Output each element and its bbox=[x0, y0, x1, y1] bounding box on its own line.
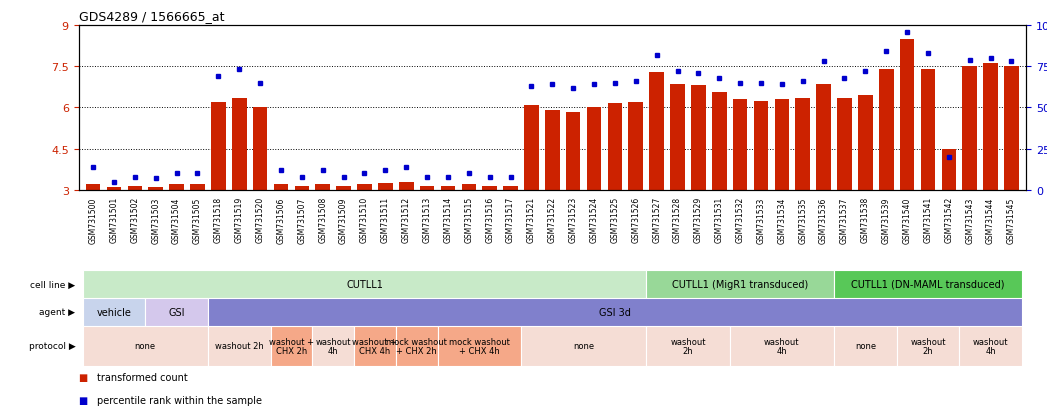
Bar bbox=[83, 298, 146, 326]
Bar bbox=[107, 188, 121, 190]
Bar bbox=[396, 326, 438, 366]
Bar bbox=[252, 108, 267, 190]
Bar bbox=[438, 326, 521, 366]
Text: mock washout
+ CHX 2h: mock washout + CHX 2h bbox=[386, 337, 447, 356]
Text: mock washout
+ CHX 4h: mock washout + CHX 4h bbox=[449, 337, 510, 356]
Bar bbox=[754, 101, 768, 190]
Bar bbox=[441, 186, 455, 190]
Bar bbox=[730, 326, 834, 366]
Bar bbox=[670, 85, 685, 190]
Bar bbox=[796, 99, 810, 190]
Text: protocol ▶: protocol ▶ bbox=[28, 342, 75, 351]
Bar bbox=[920, 70, 935, 190]
Bar bbox=[273, 185, 288, 190]
Bar bbox=[83, 270, 646, 298]
Bar bbox=[270, 326, 312, 366]
Bar bbox=[294, 186, 309, 190]
Bar bbox=[86, 185, 101, 190]
Bar bbox=[462, 185, 476, 190]
Bar bbox=[170, 185, 184, 190]
Bar bbox=[646, 326, 730, 366]
Text: washout
4h: washout 4h bbox=[973, 337, 1008, 356]
Bar bbox=[941, 150, 956, 190]
Bar bbox=[859, 96, 872, 190]
Bar bbox=[712, 93, 727, 190]
Bar bbox=[146, 298, 208, 326]
Text: washout 2h: washout 2h bbox=[215, 342, 264, 351]
Bar bbox=[775, 100, 789, 190]
Text: CUTLL1 (DN-MAML transduced): CUTLL1 (DN-MAML transduced) bbox=[851, 279, 1005, 289]
Bar bbox=[525, 105, 539, 190]
Text: agent ▶: agent ▶ bbox=[40, 308, 75, 317]
Bar bbox=[834, 270, 1022, 298]
Bar bbox=[834, 326, 896, 366]
Bar bbox=[83, 326, 208, 366]
Text: washout
2h: washout 2h bbox=[910, 337, 945, 356]
Bar bbox=[586, 108, 601, 190]
Bar bbox=[149, 188, 163, 190]
Text: washout
4h: washout 4h bbox=[315, 337, 351, 356]
Text: ■: ■ bbox=[79, 395, 88, 405]
Bar bbox=[208, 326, 270, 366]
Bar bbox=[838, 99, 852, 190]
Bar bbox=[649, 73, 664, 190]
Text: none: none bbox=[854, 342, 876, 351]
Bar bbox=[399, 182, 414, 190]
Text: vehicle: vehicle bbox=[96, 307, 132, 317]
Bar bbox=[817, 85, 831, 190]
Bar bbox=[208, 298, 1022, 326]
Text: washout
4h: washout 4h bbox=[764, 337, 800, 356]
Bar bbox=[899, 40, 914, 190]
Bar bbox=[504, 186, 518, 190]
Bar bbox=[878, 70, 893, 190]
Bar bbox=[420, 186, 435, 190]
Bar bbox=[336, 186, 351, 190]
Bar bbox=[545, 111, 559, 190]
Text: CUTLL1: CUTLL1 bbox=[346, 279, 383, 289]
Bar bbox=[211, 103, 226, 190]
Bar bbox=[232, 99, 246, 190]
Text: washout +
CHX 4h: washout + CHX 4h bbox=[353, 337, 398, 356]
Bar bbox=[483, 186, 497, 190]
Bar bbox=[733, 100, 748, 190]
Text: none: none bbox=[573, 342, 594, 351]
Bar bbox=[378, 184, 393, 190]
Bar bbox=[565, 112, 580, 190]
Bar bbox=[128, 186, 142, 190]
Bar bbox=[628, 103, 643, 190]
Bar bbox=[646, 270, 834, 298]
Bar bbox=[1004, 67, 1019, 190]
Bar bbox=[315, 185, 330, 190]
Bar bbox=[896, 326, 959, 366]
Bar bbox=[357, 185, 372, 190]
Bar bbox=[962, 67, 977, 190]
Text: washout +
CHX 2h: washout + CHX 2h bbox=[269, 337, 314, 356]
Bar bbox=[983, 64, 998, 190]
Text: GDS4289 / 1566665_at: GDS4289 / 1566665_at bbox=[79, 10, 224, 23]
Text: none: none bbox=[135, 342, 156, 351]
Text: washout
2h: washout 2h bbox=[670, 337, 706, 356]
Text: GSI: GSI bbox=[169, 307, 185, 317]
Text: cell line ▶: cell line ▶ bbox=[30, 280, 75, 289]
Text: percentile rank within the sample: percentile rank within the sample bbox=[97, 395, 263, 405]
Bar bbox=[354, 326, 396, 366]
Text: GSI 3d: GSI 3d bbox=[599, 307, 631, 317]
Bar bbox=[959, 326, 1022, 366]
Text: ■: ■ bbox=[79, 372, 88, 382]
Bar bbox=[607, 104, 622, 190]
Text: transformed count: transformed count bbox=[97, 372, 188, 382]
Bar bbox=[521, 326, 646, 366]
Text: CUTLL1 (MigR1 transduced): CUTLL1 (MigR1 transduced) bbox=[672, 279, 808, 289]
Bar bbox=[312, 326, 354, 366]
Bar bbox=[691, 86, 706, 190]
Bar bbox=[191, 185, 205, 190]
